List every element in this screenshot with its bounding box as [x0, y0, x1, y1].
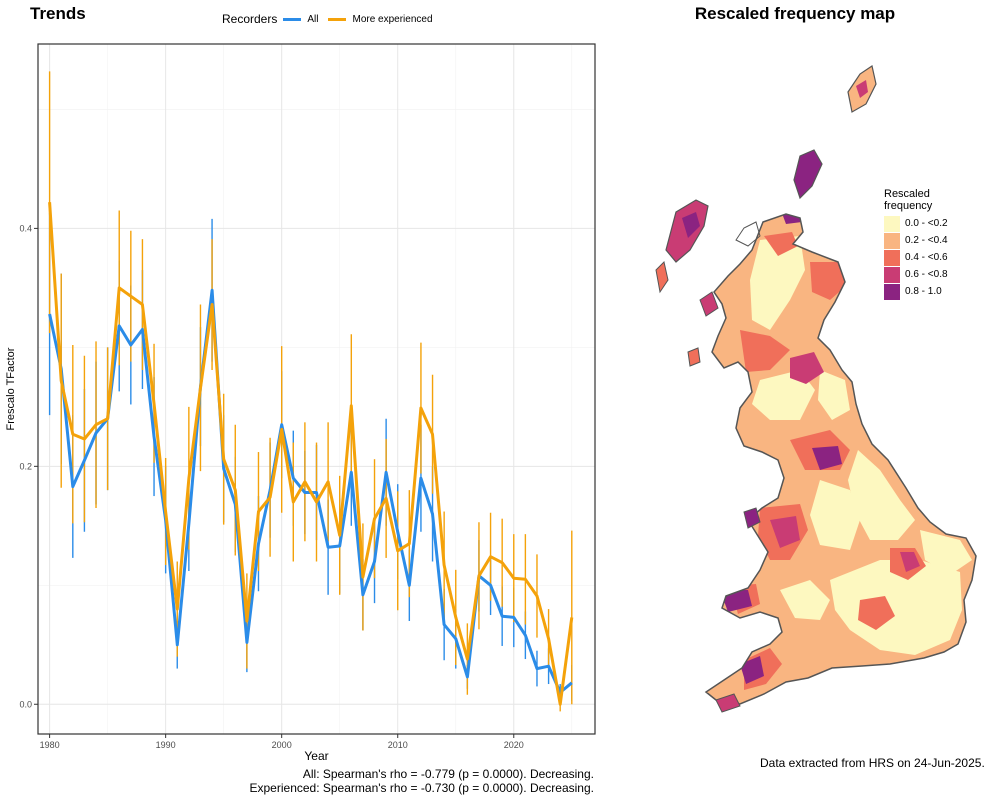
x-tick-label: 2020 [504, 740, 524, 750]
x-tick-label: 1990 [156, 740, 176, 750]
map-title: Rescaled frequency map [694, 4, 896, 23]
map-legend-swatch [884, 249, 900, 266]
caption-all: All: Spearman's rho = -0.779 (p = 0.0000… [302, 767, 594, 781]
plot-frame [37, 43, 596, 735]
map-legend-title-line2: frequency [884, 200, 933, 212]
map-legend-label: 0.8 - 1.0 [905, 286, 942, 297]
series-line-experienced [48, 202, 574, 706]
map-legend-item: 0.6 - <0.8 [884, 266, 948, 283]
map-legend-swatch [884, 266, 900, 283]
x-axis-label: Year [304, 749, 328, 763]
map-legend-item: 0.8 - 1.0 [884, 283, 948, 300]
frequency-map [655, 65, 977, 713]
map-legend-swatch [884, 283, 900, 300]
map-legend-item: 0.0 - <0.2 [884, 215, 948, 232]
map-legend-item: 0.4 - <0.6 [884, 249, 948, 266]
legend-label-all: All [307, 13, 319, 25]
legend-swatch-experienced [328, 17, 347, 21]
data-source-note: Data extracted from HRS on 24-Jun-2025. [760, 756, 985, 770]
map-legend-label: 0.4 - <0.6 [905, 252, 948, 263]
map-legend-swatch [884, 215, 900, 232]
map-legend-label: 0.6 - <0.8 [905, 269, 948, 280]
chart-legend: Recorders All More experienced [222, 12, 433, 26]
x-tick-label: 2000 [272, 740, 292, 750]
map-legend-title: Rescaled frequency [884, 188, 948, 212]
y-tick-label: 0.4 [19, 223, 32, 233]
x-tick-label: 2010 [388, 740, 408, 750]
map-legend-title-line1: Rescaled [884, 188, 930, 200]
caption-experienced: Experienced: Spearman's rho = -0.730 (p … [249, 781, 595, 795]
map-legend: Rescaled frequency 0.0 - <0.2 0.2 - <0.4… [884, 188, 948, 300]
y-tick-label: 0.2 [19, 461, 32, 471]
spearman-captions: All: Spearman's rho = -0.779 (p = 0.0000… [250, 767, 595, 795]
y-tick-label: 0.0 [19, 699, 32, 709]
map-legend-label: 0.0 - <0.2 [905, 218, 948, 229]
map-legend-label: 0.2 - <0.4 [905, 235, 948, 246]
trends-title: Trends [30, 4, 86, 23]
trend-chart: 1980 1990 2000 2010 2020 0.0 0.2 0.4 Year Frescal… [5, 43, 596, 763]
legend-swatch-all [283, 17, 302, 21]
y-axis-label: Frescalo TFactor [5, 347, 17, 430]
x-tick-label: 1980 [40, 740, 60, 750]
map-legend-item: 0.2 - <0.4 [884, 232, 948, 249]
map-legend-swatch [884, 232, 900, 249]
legend-label-experienced: More experienced [352, 13, 433, 25]
legend-title: Recorders [222, 12, 278, 26]
